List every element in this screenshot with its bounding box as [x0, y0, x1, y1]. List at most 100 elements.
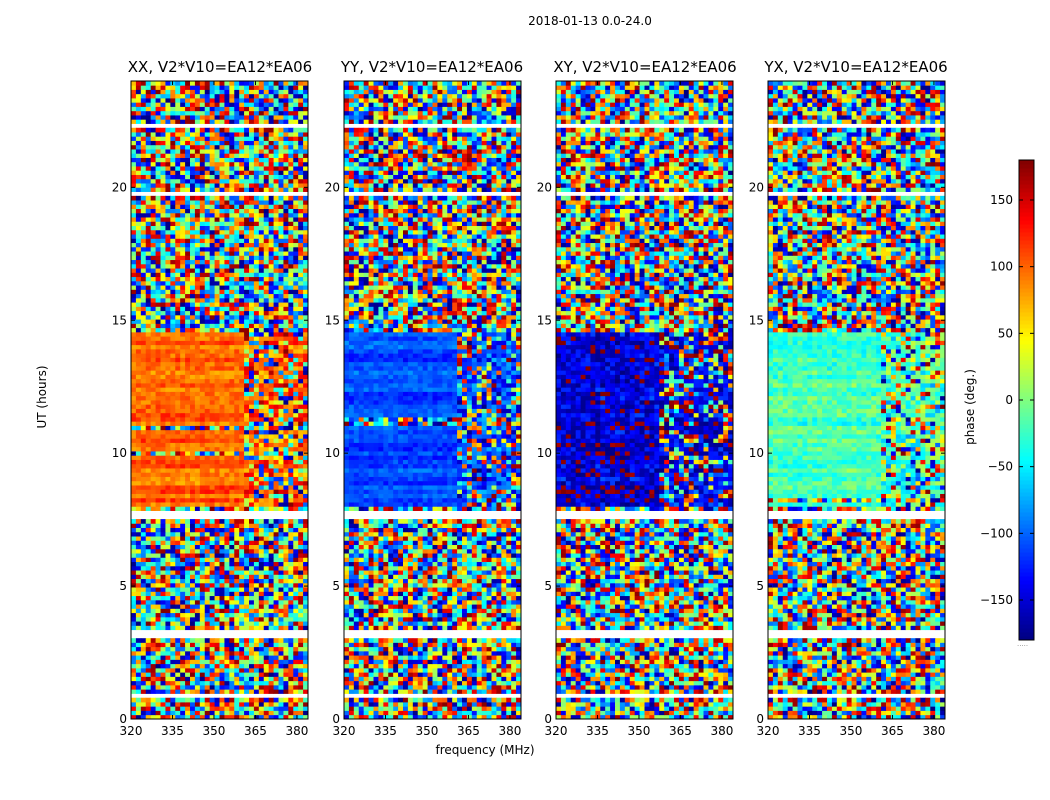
heatmap-cell: [269, 596, 274, 601]
heatmap-cell: [220, 438, 225, 443]
heatmap-cell: [185, 426, 190, 431]
heatmap-cell: [131, 659, 136, 664]
heatmap-cell: [288, 451, 293, 456]
heatmap-cell: [146, 464, 151, 469]
heatmap-cell: [161, 579, 166, 584]
heatmap-cell: [259, 387, 264, 392]
heatmap-cell: [254, 557, 259, 562]
heatmap-cell: [224, 464, 229, 469]
heatmap-cell: [170, 366, 175, 371]
heatmap-cell: [200, 621, 205, 626]
heatmap-cell: [239, 681, 244, 686]
heatmap-cell: [244, 574, 249, 579]
heatmap-cell: [279, 353, 284, 358]
heatmap-cell: [288, 387, 293, 392]
heatmap-cell: [279, 532, 284, 537]
heatmap-cell: [220, 370, 225, 375]
heatmap-cell: [224, 345, 229, 350]
heatmap-cell: [170, 676, 175, 681]
heatmap-cell: [151, 460, 156, 465]
heatmap-cell: [156, 519, 161, 524]
heatmap-cell: [283, 421, 288, 426]
heatmap-cell: [185, 532, 190, 537]
heatmap-cell: [229, 519, 234, 524]
heatmap-cell: [185, 659, 190, 664]
heatmap-cell: [293, 702, 298, 707]
heatmap-cell: [254, 451, 259, 456]
heatmap-cell: [244, 600, 249, 605]
heatmap-cell: [136, 583, 141, 588]
heatmap-cell: [141, 481, 146, 486]
heatmap-cell: [298, 443, 303, 448]
heatmap-cell: [249, 523, 254, 528]
heatmap-cell: [161, 451, 166, 456]
heatmap-cell: [224, 460, 229, 465]
heatmap-cell: [249, 604, 254, 609]
heatmap-cell: [239, 553, 244, 558]
heatmap-cell: [279, 485, 284, 490]
heatmap-cell: [293, 349, 298, 354]
heatmap-cell: [141, 396, 146, 401]
heatmap-cell: [264, 370, 269, 375]
heatmap-cell: [131, 357, 136, 362]
heatmap-cell: [283, 596, 288, 601]
heatmap-cell: [283, 502, 288, 507]
heatmap-cell: [274, 502, 279, 507]
heatmap-cell: [170, 404, 175, 409]
heatmap-cell: [151, 642, 156, 647]
heatmap-cell: [244, 613, 249, 618]
heatmap-cell: [298, 549, 303, 554]
heatmap-cell: [283, 443, 288, 448]
heatmap-cell: [298, 651, 303, 656]
heatmap-cell: [161, 481, 166, 486]
heatmap-cell: [244, 685, 249, 690]
heatmap-cell: [205, 596, 210, 601]
heatmap-cell: [190, 413, 195, 418]
heatmap-cell: [210, 638, 215, 643]
heatmap-cell: [156, 536, 161, 541]
heatmap-cell: [200, 532, 205, 537]
heatmap-cell: [161, 553, 166, 558]
heatmap-cell: [151, 600, 156, 605]
heatmap-cell: [224, 659, 229, 664]
heatmap-cell: [175, 387, 180, 392]
heatmap-cell: [151, 655, 156, 660]
heatmap-cell: [264, 540, 269, 545]
heatmap-cell: [229, 698, 234, 703]
heatmap-cell: [136, 536, 141, 541]
heatmap-cell: [244, 570, 249, 575]
heatmap-cell: [244, 379, 249, 384]
heatmap-cell: [161, 706, 166, 711]
heatmap-cell: [239, 370, 244, 375]
heatmap-cell: [190, 345, 195, 350]
heatmap-cell: [279, 413, 284, 418]
heatmap-cell: [175, 494, 180, 499]
heatmap-cell: [190, 451, 195, 456]
heatmap-cell: [165, 494, 170, 499]
heatmap-cell: [161, 600, 166, 605]
heatmap-cell: [224, 357, 229, 362]
heatmap-cell: [165, 345, 170, 350]
heatmap-cell: [279, 391, 284, 396]
heatmap-cell: [200, 506, 205, 511]
heatmap-cell: [254, 455, 259, 460]
heatmap-cell: [239, 413, 244, 418]
heatmap-cell: [269, 553, 274, 558]
heatmap-cell: [229, 426, 234, 431]
heatmap-cell: [283, 689, 288, 694]
heatmap-cell: [195, 659, 200, 664]
heatmap-cell: [224, 553, 229, 558]
heatmap-cell: [249, 494, 254, 499]
heatmap-cell: [165, 591, 170, 596]
heatmap-cell: [170, 357, 175, 362]
heatmap-cell: [298, 430, 303, 435]
heatmap-cell: [156, 413, 161, 418]
heatmap-cell: [220, 409, 225, 414]
heatmap-cell: [220, 617, 225, 622]
heatmap-cell: [195, 540, 200, 545]
heatmap-cell: [190, 396, 195, 401]
heatmap-cell: [224, 604, 229, 609]
heatmap-cell: [200, 553, 205, 558]
heatmap-cell: [288, 536, 293, 541]
heatmap-cell: [190, 608, 195, 613]
